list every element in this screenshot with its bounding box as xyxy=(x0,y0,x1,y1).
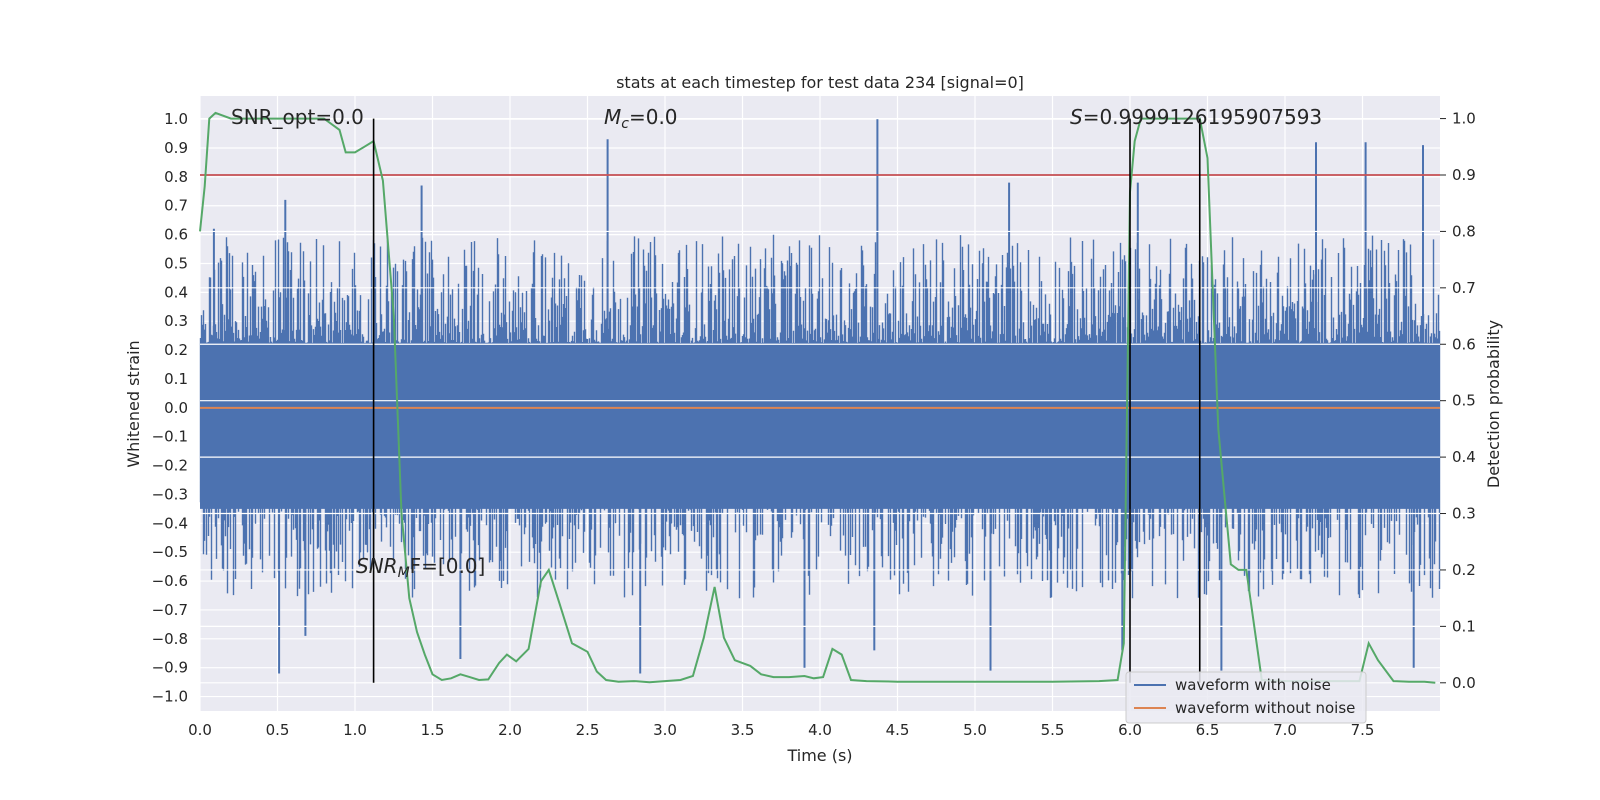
y-left-tick-label: 0.1 xyxy=(164,370,188,388)
x-tick-label: 1.0 xyxy=(343,721,367,739)
x-tick-label: 5.5 xyxy=(1041,721,1065,739)
y-left-tick-label: −0.1 xyxy=(152,428,188,446)
annotation-mc-value: =0.0 xyxy=(629,105,678,129)
y-left-tick-label: 0.4 xyxy=(164,283,188,301)
annotation-snr-mf: SNRMF=[0.0] xyxy=(356,554,485,581)
y-left-tick-label: −0.2 xyxy=(152,457,188,475)
x-tick-label: 1.5 xyxy=(421,721,445,739)
legend: waveform with noise waveform without noi… xyxy=(1125,671,1367,724)
x-tick-label: 3.0 xyxy=(653,721,677,739)
y-right-tick-label: 0.8 xyxy=(1452,222,1476,240)
noise-spikes xyxy=(212,119,1424,674)
x-tick-label: 5.0 xyxy=(963,721,987,739)
annotation-mc: Mc=0.0 xyxy=(604,105,678,132)
x-tick-label: 7.0 xyxy=(1273,721,1297,739)
x-tick-label: 2.0 xyxy=(498,721,522,739)
annotation-snr-mf-subscript: M xyxy=(398,565,410,581)
y-left-tick-label: −0.7 xyxy=(152,601,188,619)
y-left-tick-label: −0.8 xyxy=(152,630,188,648)
x-tick-label: 6.5 xyxy=(1196,721,1220,739)
x-tick-label: 4.0 xyxy=(808,721,832,739)
y-left-axis-label: Whitened strain xyxy=(124,340,143,467)
y-right-tick-label: 0.7 xyxy=(1452,279,1476,297)
y-left-tick-label: 0.5 xyxy=(164,254,188,272)
legend-label-clean: waveform without noise xyxy=(1175,699,1355,717)
y-left-tick-label: 0.3 xyxy=(164,312,188,330)
waveform-with-noise xyxy=(199,119,1441,674)
y-left-tick-label: 0.7 xyxy=(164,197,188,215)
y-right-tick-labels: 1.0 0.9 0.8 0.7 0.6 0.5 0.4 0.3 0.2 0.1 0.0 xyxy=(1440,110,1476,692)
y-right-tick-label: 0.5 xyxy=(1452,392,1476,410)
noise-core-band xyxy=(200,344,1440,509)
x-axis-label: Time (s) xyxy=(786,746,852,765)
y-left-tick-labels: 1.0 0.9 0.8 0.7 0.6 0.5 0.4 0.3 0.2 0.1 0.0 −0.1 −0.… xyxy=(152,110,188,705)
x-tick-labels: 0.0 0.5 1.0 1.5 2.0 2.5 3.0 3.5 4.0 4.5 5.0 5.5 6.0 6… xyxy=(188,721,1374,739)
x-tick-label: 0.5 xyxy=(266,721,290,739)
y-left-tick-label: 0.9 xyxy=(164,139,188,157)
y-left-tick-label: 0.8 xyxy=(164,168,188,186)
y-left-tick-label: −0.9 xyxy=(152,659,188,677)
y-left-tick-label: −0.6 xyxy=(152,572,188,590)
annotation-s-value: =0.9999126195907593 xyxy=(1083,105,1322,129)
annotation-snr-mf-tail: F=[0.0] xyxy=(410,554,486,578)
y-left-tick-label: −0.3 xyxy=(152,485,188,503)
y-left-tick-label: −0.4 xyxy=(152,514,188,532)
y-right-tick-label: 0.2 xyxy=(1452,561,1476,579)
x-tick-label: 3.5 xyxy=(731,721,755,739)
x-tick-label: 7.5 xyxy=(1351,721,1375,739)
y-left-tick-label: 0.2 xyxy=(164,341,188,359)
annotation-snr-mf-symbol: SNR xyxy=(356,554,398,578)
annotation-s-symbol: S xyxy=(1070,105,1083,129)
annotation-mc-symbol: M xyxy=(604,105,621,129)
y-right-tick-label: 0.9 xyxy=(1452,166,1476,184)
y-right-tick-label: 1.0 xyxy=(1452,110,1476,128)
x-tick-label: 2.5 xyxy=(576,721,600,739)
marker-lines xyxy=(372,118,1201,683)
y-right-tick-label: 0.0 xyxy=(1452,674,1476,692)
y-left-tick-label: −0.5 xyxy=(152,543,188,561)
y-left-tick-label: 0.6 xyxy=(164,226,188,244)
annotation-s: S=0.9999126195907593 xyxy=(1070,105,1322,129)
legend-box xyxy=(1125,671,1367,724)
x-tick-label: 0.0 xyxy=(188,721,212,739)
y-left-tick-label: 0.0 xyxy=(164,399,188,417)
y-right-tick-label: 0.1 xyxy=(1452,617,1476,635)
y-right-tick-label: 0.6 xyxy=(1452,335,1476,353)
y-left-tick-label: 1.0 xyxy=(164,110,188,128)
y-right-tick-label: 0.3 xyxy=(1452,505,1476,523)
y-right-axis-label: Detection probability xyxy=(1484,320,1503,488)
annotation-snr-opt: SNR_opt=0.0 xyxy=(231,105,364,129)
annotation-mc-subscript: c xyxy=(621,116,629,132)
x-tick-label: 6.0 xyxy=(1118,721,1142,739)
legend-label-noise: waveform with noise xyxy=(1175,676,1331,694)
x-tick-label: 4.5 xyxy=(886,721,910,739)
y-right-tick-label: 0.4 xyxy=(1452,448,1476,466)
y-left-tick-label: −1.0 xyxy=(152,688,188,706)
chart-title: stats at each timestep for test data 234… xyxy=(616,73,1024,92)
